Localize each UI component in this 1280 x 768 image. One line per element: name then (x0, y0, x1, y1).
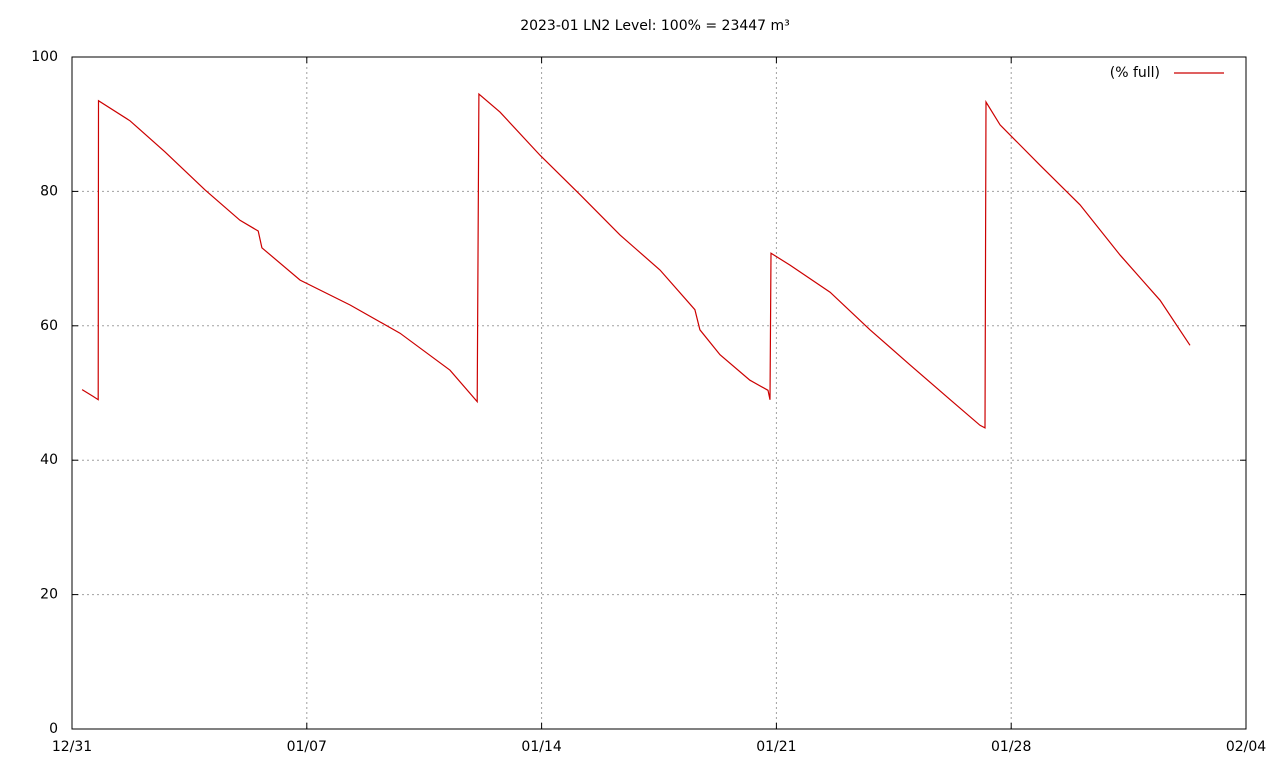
y-tick-label: 20 (40, 587, 58, 603)
x-tick-label: 01/28 (991, 739, 1031, 755)
y-tick-label: 40 (40, 452, 58, 468)
data-line (81, 92, 1191, 429)
y-tick-label: 0 (49, 721, 58, 737)
y-tick-label: 100 (31, 49, 58, 65)
chart-title: 2023-01 LN2 Level: 100% = 23447 m³ (520, 18, 790, 34)
plot-frame (71, 56, 1247, 730)
legend-label: (% full) (1110, 65, 1160, 81)
y-tick-label: 80 (40, 183, 58, 199)
x-tick-label: 01/14 (521, 739, 561, 755)
x-tick-label: 12/31 (52, 739, 92, 755)
x-tick-label: 01/07 (287, 739, 327, 755)
x-tick-label: 01/21 (756, 739, 796, 755)
x-tick-label: 02/04 (1226, 739, 1266, 755)
y-tick-label: 60 (40, 318, 58, 334)
